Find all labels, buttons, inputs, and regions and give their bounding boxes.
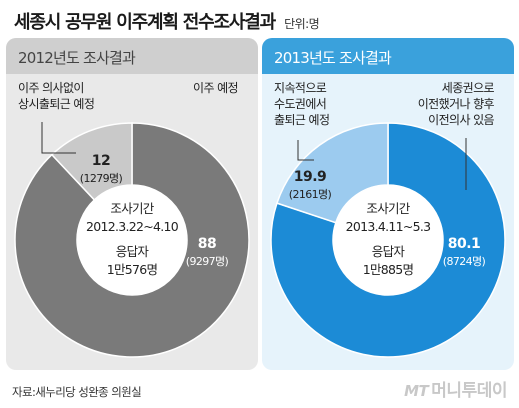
panel-title-2012: 2012년도 조사결과 — [18, 49, 136, 67]
donut-slice — [14, 122, 250, 358]
logo-text: 머니투데이 — [431, 381, 507, 401]
leader-line — [41, 122, 76, 154]
panel-header-2012: 2012년도 조사결과 — [6, 38, 258, 74]
donut-slice — [50, 122, 133, 201]
slice-label: 지속적으로 — [274, 81, 327, 95]
slice-label: 수도권에서 — [274, 97, 326, 111]
slice-count-label: (1279명) — [80, 172, 123, 185]
title-row: 세종시 공무원 이주계획 전수조사결과 단위:명 — [14, 8, 320, 34]
slice-count-label: (9297명) — [186, 255, 229, 268]
slice-label: 상시출퇴근 예정 — [18, 97, 94, 111]
slice-count-label: (2161명) — [289, 188, 332, 201]
publisher-logo: MT 머니투데이 — [404, 376, 507, 401]
chart-panel-2013: 2013년도 조사결과 조사기간 2013.4.11~5.3 응답자 1만885명 세종… — [262, 38, 514, 370]
donut-slice — [276, 122, 389, 224]
panel-title-2013: 2013년도 조사결과 — [274, 49, 392, 67]
chart-panel-2012: 2012년도 조사결과 조사기간 2012.3.22~4.10 응답자 1만576명 이… — [6, 38, 258, 370]
slice-label: 이주 의사없이 — [18, 81, 84, 95]
donut-center — [333, 185, 443, 295]
center-text: 2012.3.22~4.10 — [86, 219, 179, 234]
slice-value-label: 12 — [92, 153, 110, 169]
slice-value-label: 19.9 — [294, 169, 327, 185]
center-text: 응답자 — [116, 244, 150, 259]
leader-line — [297, 140, 314, 161]
panel-header-2013: 2013년도 조사결과 — [262, 38, 514, 74]
slice-count-label: (8724명) — [443, 255, 486, 268]
page-title: 세종시 공무원 이주계획 전수조사결과 — [14, 12, 276, 33]
slice-label: 세종권으로 — [442, 81, 495, 95]
donut-chart-2012: 조사기간 2012.3.22~4.10 응답자 1만576명 이주 예정 88 (9297명… — [14, 81, 250, 358]
slice-value-label: 88 — [198, 236, 216, 252]
center-text: 조사기간 — [366, 201, 410, 216]
logo-mt: MT — [404, 382, 429, 400]
center-text: 2013.4.11~5.3 — [346, 219, 431, 234]
source-note: 자료:새누리당 성완종 의원실 — [12, 385, 142, 399]
slice-label: 이주 예정 — [193, 81, 238, 95]
unit-label: 단위:명 — [284, 17, 320, 31]
slice-label: 이전의사 있음 — [428, 113, 494, 127]
center-text: 응답자 — [372, 244, 406, 259]
center-text: 1만885명 — [363, 262, 414, 277]
slice-label: 출퇴근 예정 — [274, 113, 329, 127]
center-text: 조사기간 — [110, 201, 154, 216]
donut-slice — [270, 122, 506, 358]
slice-label: 이전했거나 향후 — [418, 97, 495, 111]
donut-center — [77, 185, 187, 295]
slice-value-label: 80.1 — [448, 236, 481, 252]
center-text: 1만576명 — [107, 262, 158, 277]
